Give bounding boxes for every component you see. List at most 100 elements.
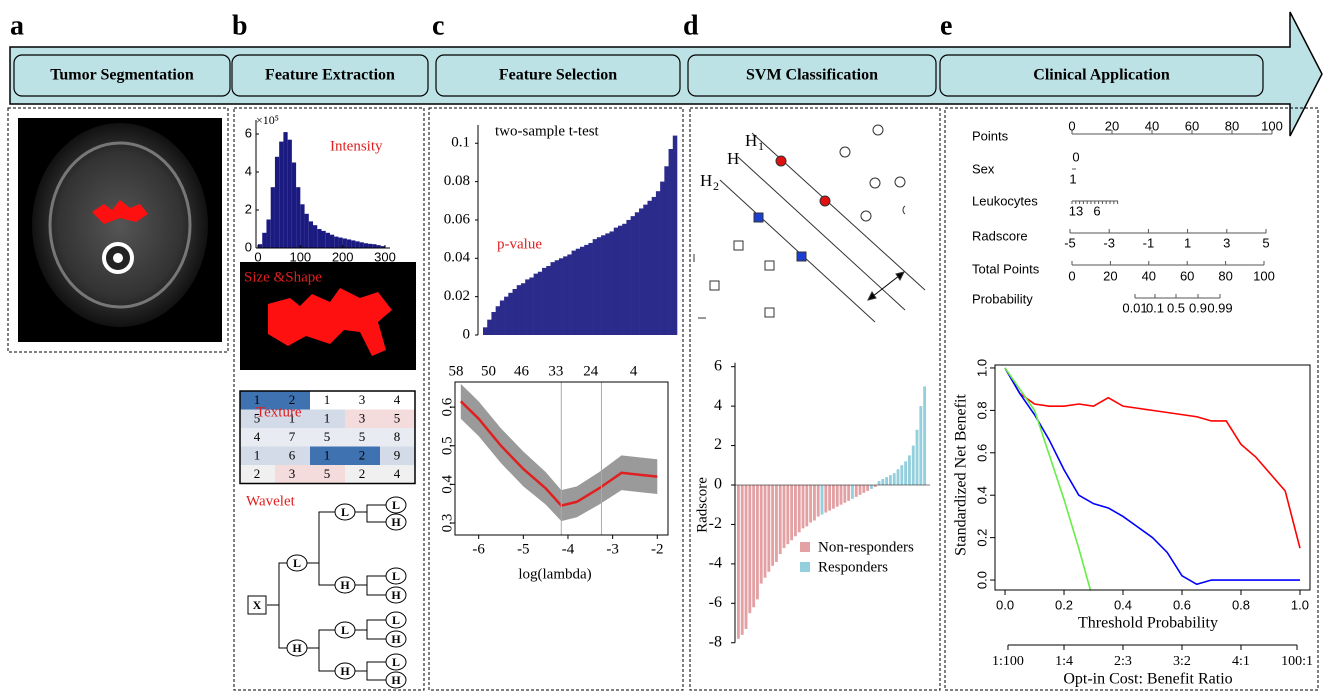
bar (767, 485, 771, 572)
texture-value: 1 (324, 392, 331, 407)
axis-label: Standardized Net Benefit (953, 394, 970, 556)
bar (647, 200, 652, 335)
texture-value: 5 (254, 410, 261, 425)
texture-cell (310, 428, 345, 447)
bar (588, 242, 593, 335)
scale-label: 60 (1180, 268, 1194, 283)
axis-label: Opt-in Cost: Benefit Ratio (1063, 671, 1232, 688)
bar (672, 135, 678, 335)
scale-label: 3 (1223, 235, 1230, 250)
x-tick-label: 300 (374, 249, 396, 264)
tree-node (334, 621, 356, 639)
panel-letter: a (10, 10, 24, 41)
tree-node (385, 630, 407, 648)
tree-edge (307, 629, 335, 649)
y-tick-label: 0.02 (444, 288, 470, 304)
bar (786, 485, 790, 545)
texture-value: 1 (289, 410, 296, 425)
bar (740, 485, 744, 635)
y-tick-label: 1.0 (974, 359, 989, 377)
texture-cell (345, 428, 380, 447)
tree-node (385, 653, 407, 671)
tree-node (334, 576, 356, 594)
y-tick-label: 0 (463, 326, 471, 342)
step-label: Tumor Segmentation (50, 67, 194, 84)
tree-edge (355, 584, 386, 596)
histogram-bar (372, 244, 377, 248)
step-box (13, 54, 231, 97)
y-tick-label: 6 (245, 125, 252, 140)
x-tick-label: -5 (517, 541, 530, 557)
tree-node-label: H (391, 515, 401, 529)
tree-edge (355, 575, 386, 586)
tree-edge (307, 647, 335, 672)
histogram-bar (346, 239, 352, 248)
y-tick-label: 0.8 (974, 401, 989, 419)
tree-node (385, 611, 407, 629)
bar (835, 485, 839, 507)
histogram-bar (279, 141, 284, 248)
y-tick-label: 0.08 (444, 173, 470, 189)
tree-edge (267, 604, 287, 649)
bar (626, 219, 631, 335)
bar (870, 485, 873, 489)
tree-node-label: H (391, 673, 401, 687)
scale-label: 20 (1105, 118, 1119, 133)
bar (584, 244, 589, 335)
bar (775, 485, 778, 562)
step-label: Feature Extraction (265, 67, 395, 84)
chart-title: two-sample t-test (495, 123, 600, 139)
panel-letter: b (232, 10, 248, 41)
bar (911, 445, 915, 485)
bar (554, 260, 560, 335)
bar (797, 485, 801, 533)
y-tick-label: 0.2 (974, 529, 989, 547)
scale-label: 6 (1093, 203, 1100, 218)
step-box (939, 54, 1264, 97)
tree-edge (307, 511, 335, 564)
y-tick-label: 0.4 (974, 486, 989, 504)
hyperplane-subscript: 1 (758, 139, 764, 153)
bar (499, 300, 505, 335)
bar (622, 223, 627, 335)
texture-cell (275, 409, 310, 428)
y-tick-label: 2 (714, 436, 722, 453)
bar (596, 237, 602, 335)
texture-value: 1 (324, 447, 331, 462)
shape-label: Size &Shape (244, 269, 322, 285)
y-tick-label: 0.5 (439, 436, 455, 455)
bar (520, 283, 526, 335)
hyperplane-label: H (727, 149, 739, 168)
tree-node-label: L (341, 505, 349, 519)
histogram-bar (296, 187, 301, 248)
exponent-label: ×10⁵ (256, 113, 279, 127)
error-band (460, 383, 658, 522)
bar (580, 246, 585, 335)
step-box (435, 54, 681, 97)
step-box (687, 54, 937, 97)
bar (759, 485, 763, 584)
tree-node-label: L (392, 569, 400, 583)
histogram-bar (351, 240, 356, 248)
bar (643, 204, 648, 335)
y-tick-label: 0.06 (444, 211, 471, 227)
top-tick-label: 58 (449, 363, 464, 379)
tree-node (334, 503, 356, 521)
bar (763, 485, 767, 578)
bar (892, 473, 896, 485)
scale-label: 0.9 (1189, 300, 1207, 315)
tree-node-label: X (253, 598, 262, 612)
bar (655, 191, 661, 335)
texture-value: 6 (289, 447, 296, 462)
histogram-bar (334, 236, 339, 248)
histogram-bar (274, 156, 280, 248)
histogram-bar (308, 221, 314, 248)
x2-tick-label: 3:2 (1173, 654, 1191, 669)
tree-edge (355, 504, 386, 513)
bar (512, 288, 518, 335)
scale-label: 0.1 (1146, 300, 1164, 315)
bar (516, 285, 522, 335)
texture-cell (275, 428, 310, 447)
texture-value: 4 (254, 429, 261, 444)
